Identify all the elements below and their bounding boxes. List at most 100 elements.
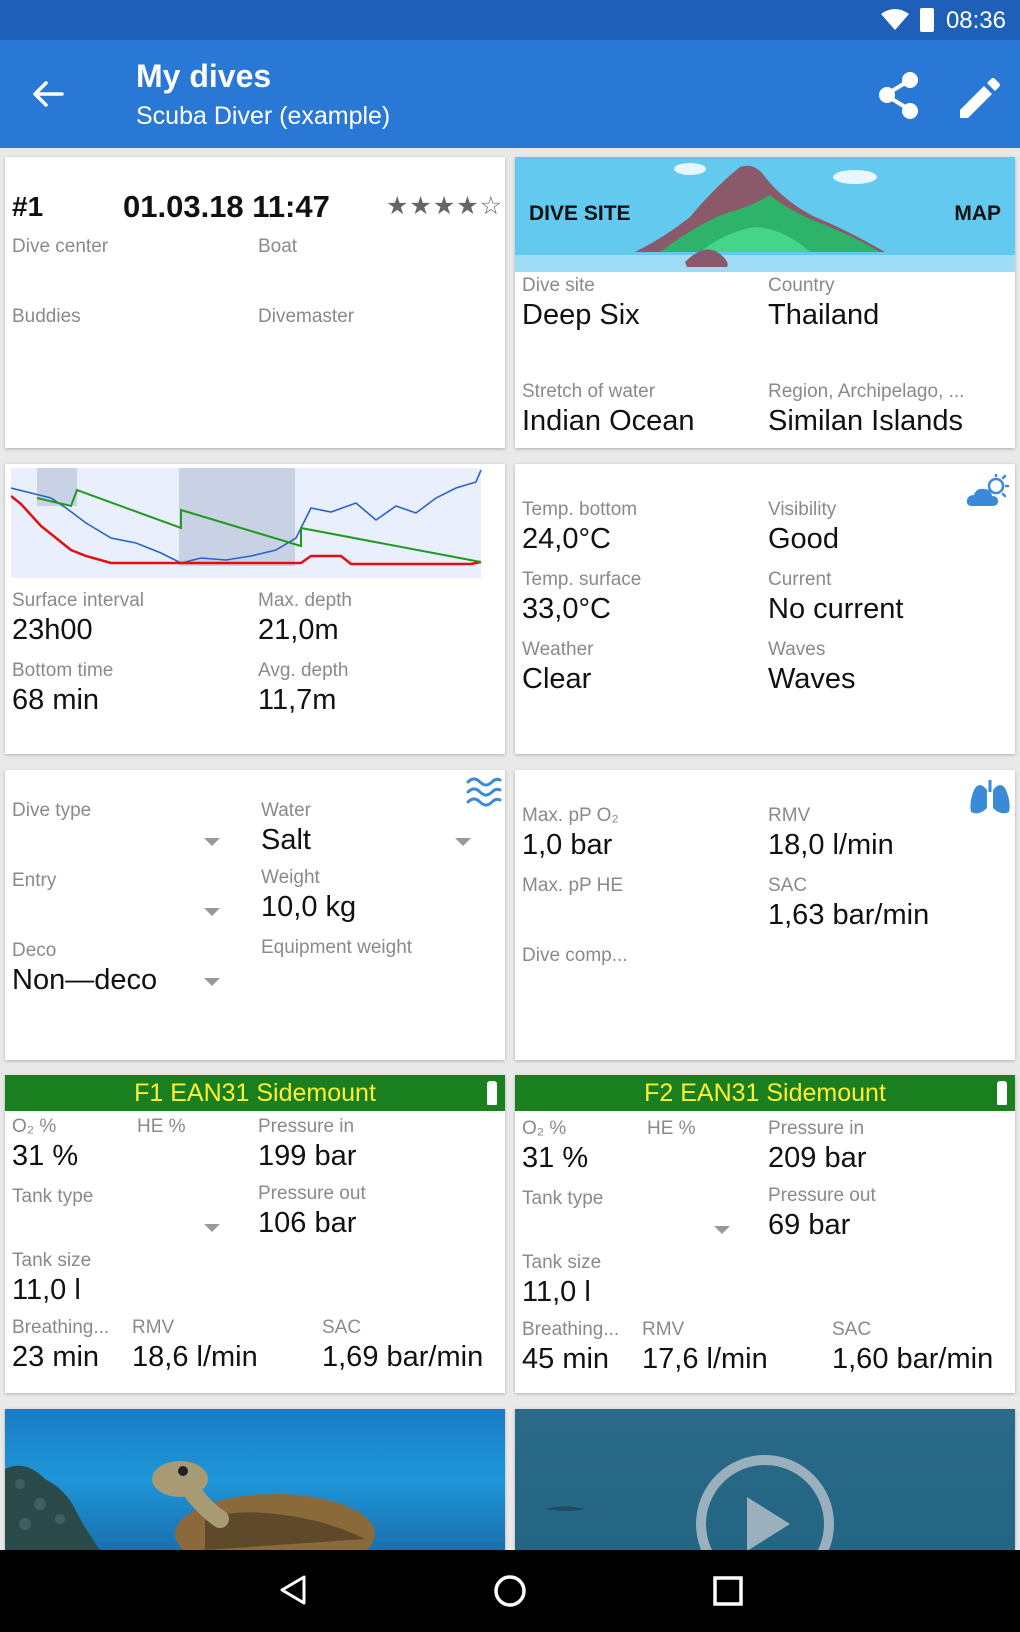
boat-label: Boat	[258, 236, 298, 257]
map-button[interactable]: MAP	[954, 202, 1001, 225]
battery-icon	[920, 8, 934, 32]
country-value: Thailand	[768, 299, 880, 331]
he-label: HE %	[137, 1116, 186, 1137]
tank-card-f2[interactable]: F2 EAN31 Sidemount O₂ % 31 % HE % Pressu…	[515, 1075, 1015, 1393]
dive-summary-card[interactable]: #1 01.03.18 11:47 ★★★★☆ Dive center Boat…	[5, 157, 505, 448]
stretch-of-water-label: Stretch of water	[522, 381, 656, 402]
sac-label: SAC	[768, 875, 808, 896]
waves-label: Waves	[768, 639, 826, 660]
dive-computer-label: Dive comp...	[522, 945, 628, 966]
equipment-weight-label: Equipment weight	[261, 937, 413, 958]
max-depth-value: 21,0m	[258, 614, 339, 646]
tank-sac-label: SAC	[322, 1317, 362, 1338]
tank-rmv-value: 18,6 l/min	[132, 1341, 258, 1373]
share-icon[interactable]	[876, 70, 922, 120]
dive-profile-card[interactable]: Surface interval 23h00 Max. depth 21,0m …	[5, 464, 505, 754]
pressure-in-value[interactable]: 209 bar	[768, 1142, 867, 1174]
divemaster-label: Divemaster	[258, 306, 355, 327]
tank-title: F2 EAN31 Sidemount	[644, 1079, 886, 1107]
stretch-of-water-value: Indian Ocean	[522, 405, 695, 437]
o2-value[interactable]: 31 %	[522, 1142, 589, 1174]
pressure-in-label: Pressure in	[258, 1116, 355, 1137]
system-nav-bar	[0, 1550, 1020, 1632]
pressure-out-value[interactable]: 106 bar	[258, 1207, 357, 1239]
waves-value: Waves	[768, 663, 856, 695]
max-depth-label: Max. depth	[258, 590, 352, 611]
o2-value[interactable]: 31 %	[12, 1140, 79, 1172]
rmv-value: 18,0 l/min	[768, 829, 894, 861]
avg-depth-label: Avg. depth	[258, 660, 349, 681]
dive-type-card[interactable]: Dive type Water Salt Entry Weight 10,0 k…	[5, 770, 505, 1060]
pressure-out-label: Pressure out	[258, 1183, 366, 1204]
entry-dropdown-arrow[interactable]	[204, 908, 220, 916]
tank-sac-label: SAC	[832, 1319, 872, 1340]
breathing-label: Breathing...	[522, 1319, 620, 1340]
surface-interval-label: Surface interval	[12, 590, 145, 611]
gas-stats-card[interactable]: Max. pP O₂ 1,0 bar RMV 18,0 l/min Max. p…	[515, 770, 1015, 1060]
tank-card-f1[interactable]: F1 EAN31 Sidemount O₂ % 31 % HE % Pressu…	[5, 1075, 505, 1393]
sac-value: 1,63 bar/min	[768, 899, 930, 931]
tank-size-label: Tank size	[12, 1250, 92, 1271]
nav-back-icon[interactable]	[278, 1574, 308, 1606]
dive-number: #1	[12, 191, 44, 222]
temp-surface-value: 33,0°C	[522, 593, 611, 625]
pressure-in-value[interactable]: 199 bar	[258, 1140, 357, 1172]
wifi-icon	[881, 9, 909, 30]
dive-center-label: Dive center	[12, 236, 109, 257]
temp-bottom-value: 24,0°C	[522, 523, 611, 555]
tank-rmv-label: RMV	[132, 1317, 175, 1338]
conditions-card[interactable]: Temp. bottom 24,0°C Visibility Good Temp…	[515, 464, 1015, 754]
region-label: Region, Archipelago, ...	[768, 381, 965, 402]
dive-site-label: Dive site	[522, 275, 595, 296]
tank-sac-value: 1,60 bar/min	[832, 1343, 994, 1375]
deco-label: Deco	[12, 940, 57, 961]
nav-home-icon[interactable]	[492, 1573, 528, 1609]
sea-turtle-photo	[5, 1461, 375, 1550]
weather-label: Weather	[522, 639, 594, 660]
water-select[interactable]: Salt	[261, 824, 311, 856]
dive-site-card[interactable]: DIVE SITE MAP Dive site Deep Six Country…	[515, 157, 1015, 448]
nav-recents-icon[interactable]	[712, 1575, 744, 1607]
temp-surface-label: Temp. surface	[522, 569, 642, 590]
rating-stars[interactable]: ★★★★☆	[386, 192, 504, 220]
avg-depth-value: 11,7m	[258, 684, 337, 716]
back-arrow-icon[interactable]	[28, 74, 68, 114]
pressure-in-label: Pressure in	[768, 1118, 865, 1139]
tank-size-label: Tank size	[522, 1252, 602, 1273]
tank-size-value[interactable]: 11,0 l	[12, 1274, 81, 1306]
tank-header: F1 EAN31 Sidemount	[5, 1075, 505, 1111]
tank-type-dropdown-arrow[interactable]	[714, 1226, 730, 1234]
weight-value[interactable]: 10,0 kg	[261, 891, 357, 923]
water-waves-icon	[466, 777, 502, 807]
dive-profile-graph[interactable]	[11, 468, 501, 583]
tank-icon	[487, 1081, 497, 1105]
max-po2-value: 1,0 bar	[522, 829, 613, 861]
visibility-label: Visibility	[768, 499, 837, 520]
edit-pencil-icon[interactable]	[954, 70, 1000, 120]
buddies-label: Buddies	[12, 306, 81, 327]
play-video-icon[interactable]	[515, 1409, 1015, 1550]
o2-label: O₂ %	[12, 1116, 57, 1137]
entry-label: Entry	[12, 870, 57, 891]
island-illustration	[515, 157, 1015, 272]
page-subtitle: Scuba Diver (example)	[136, 102, 391, 130]
tank-header: F2 EAN31 Sidemount	[515, 1075, 1015, 1111]
water-dropdown-arrow[interactable]	[455, 838, 471, 846]
video-card[interactable]	[515, 1409, 1015, 1550]
dive-type-label: Dive type	[12, 800, 92, 821]
deco-dropdown-arrow[interactable]	[204, 978, 220, 986]
visibility-value: Good	[768, 523, 839, 555]
status-bar: 08:36	[0, 0, 1020, 40]
page-title: My dives	[136, 58, 272, 94]
pressure-out-value[interactable]: 69 bar	[768, 1209, 851, 1241]
tank-rmv-label: RMV	[642, 1319, 685, 1340]
tank-type-label: Tank type	[12, 1186, 94, 1207]
dive-type-dropdown-arrow[interactable]	[204, 838, 220, 846]
current-label: Current	[768, 569, 832, 590]
tank-type-dropdown-arrow[interactable]	[204, 1224, 220, 1232]
tank-rmv-value: 17,6 l/min	[642, 1343, 768, 1375]
photo-card[interactable]	[5, 1409, 505, 1550]
deco-select[interactable]: Non—deco	[12, 964, 158, 996]
tank-size-value[interactable]: 11,0 l	[522, 1276, 591, 1308]
rmv-label: RMV	[768, 805, 811, 826]
